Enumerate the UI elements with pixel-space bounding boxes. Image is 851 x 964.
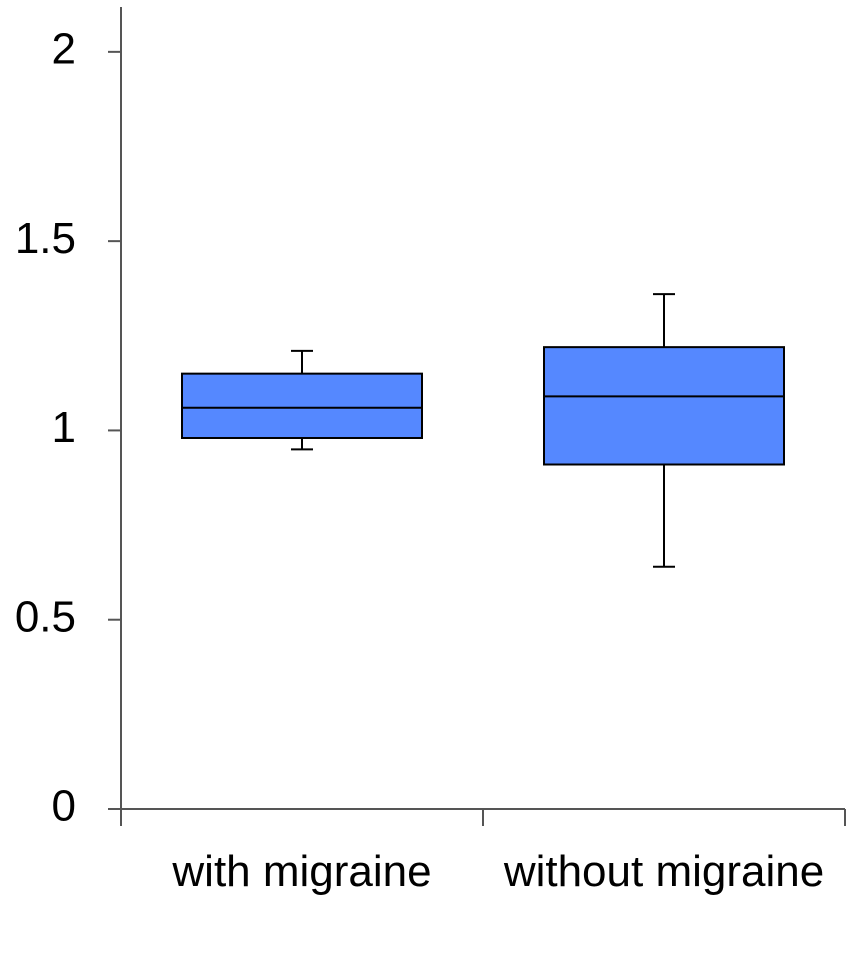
y-tick-label: 2	[52, 24, 76, 73]
y-tick-label: 1.5	[15, 214, 76, 263]
x-tick-label: without migraine	[503, 847, 825, 896]
box	[543, 346, 785, 466]
y-tick-label: 0.5	[15, 592, 76, 641]
x-tick-label: with migraine	[172, 847, 432, 896]
y-tick-label: 0	[52, 782, 76, 831]
box	[181, 372, 423, 439]
y-tick-label: 1	[52, 403, 76, 452]
